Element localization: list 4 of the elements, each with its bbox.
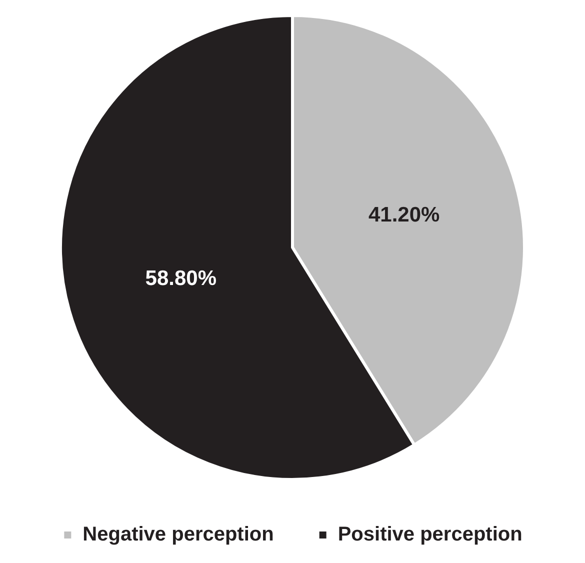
legend-label: Positive perception: [338, 524, 522, 546]
legend-label: Negative perception: [82, 524, 274, 546]
data-label: 58.80%: [145, 266, 217, 290]
data-label: 41.20%: [368, 204, 440, 227]
